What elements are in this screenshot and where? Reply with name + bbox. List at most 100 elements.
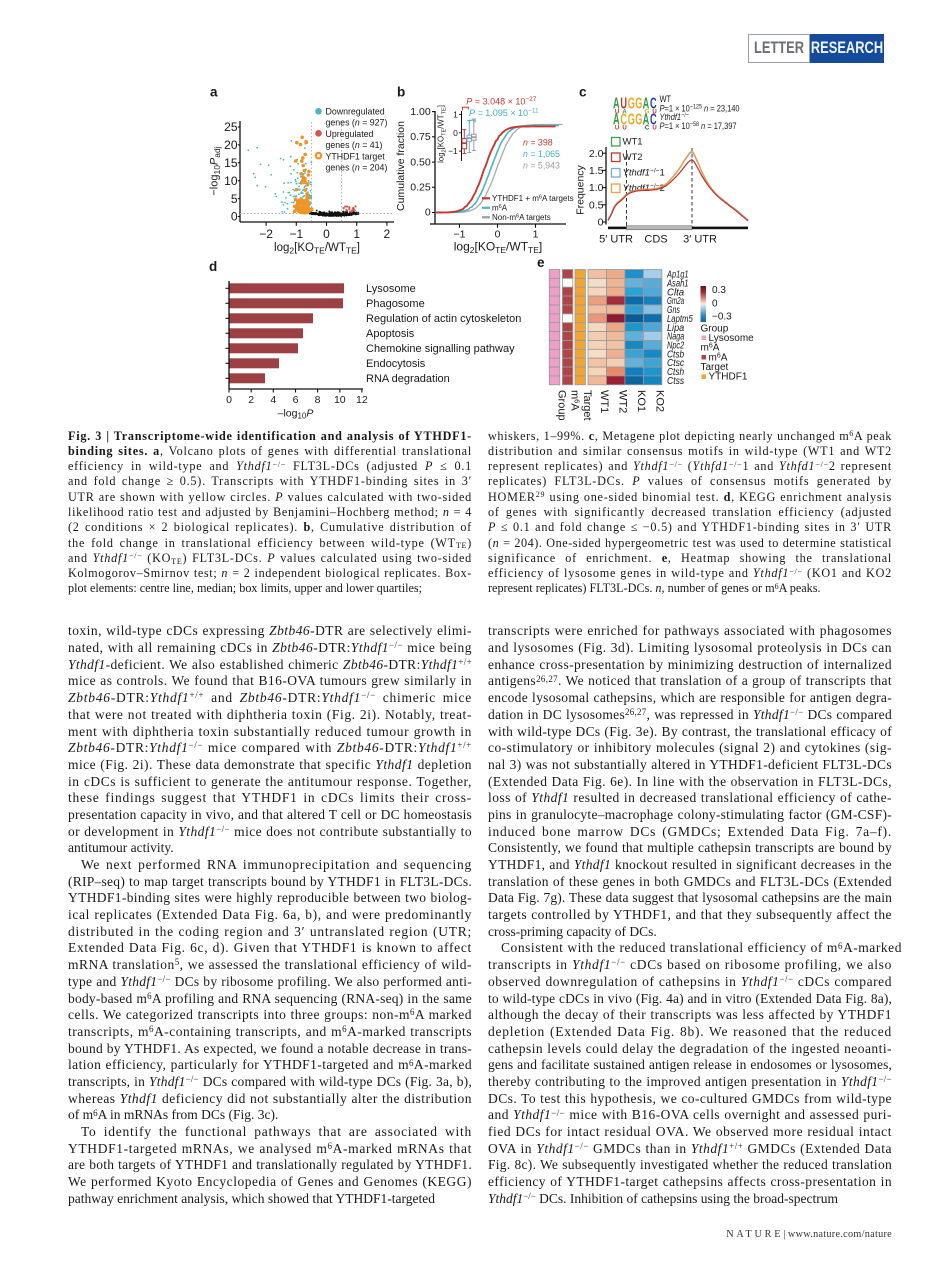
svg-text:CDS: CDS (644, 234, 667, 246)
svg-text:Npc2: Npc2 (667, 341, 685, 352)
svg-text:e: e (537, 255, 545, 270)
svg-text:1: 1 (353, 227, 360, 241)
svg-text:1: 1 (453, 110, 458, 120)
svg-text:1: 1 (533, 229, 539, 241)
svg-text:–log10P: –log10P (278, 408, 314, 421)
svg-text:Naga: Naga (667, 332, 685, 343)
svg-text:1.00: 1.00 (410, 106, 431, 118)
svg-text:U: U (622, 126, 626, 132)
svg-text:G: G (645, 110, 650, 116)
svg-text:C: C (645, 126, 650, 132)
svg-text:−1: −1 (448, 146, 458, 156)
svg-text:0: 0 (323, 227, 330, 241)
svg-text:0.5: 0.5 (589, 199, 604, 211)
svg-text:12: 12 (356, 394, 368, 406)
svg-text:Lysosome: Lysosome (709, 333, 755, 344)
svg-text:8: 8 (315, 394, 321, 406)
svg-text:0: 0 (712, 299, 718, 310)
svg-text:1.5: 1.5 (589, 165, 604, 177)
svg-text:P=1 × 10−58 n = 17,397: P=1 × 10−58 n = 17,397 (660, 121, 737, 131)
svg-text:6: 6 (293, 394, 299, 406)
svg-text:G: G (635, 110, 642, 128)
svg-text:0: 0 (226, 394, 232, 406)
svg-text:C: C (650, 94, 657, 112)
svg-text:Target: Target (701, 362, 729, 373)
svg-text:0.25: 0.25 (410, 182, 431, 194)
svg-text:genes (n = 927): genes (n = 927) (326, 118, 388, 128)
svg-text:P = 3.048 × 10−27: P = 3.048 × 10−27 (466, 96, 536, 107)
svg-text:c: c (579, 85, 587, 100)
svg-text:G: G (628, 94, 635, 112)
svg-text:Ythdf1−/−1: Ythdf1−/−1 (623, 168, 665, 179)
svg-text:U: U (615, 110, 619, 116)
svg-text:5′ UTR: 5′ UTR (599, 234, 633, 246)
svg-text:A: A (643, 94, 650, 112)
svg-text:Gm2a: Gm2a (667, 296, 684, 307)
svg-text:A: A (622, 110, 627, 116)
svg-text:Apoptosis: Apoptosis (366, 328, 415, 340)
svg-text:C: C (650, 110, 657, 128)
svg-text:Ythdf1−/−2: Ythdf1−/−2 (623, 183, 665, 194)
svg-text:Ap1g1: Ap1g1 (666, 270, 688, 281)
svg-text:0: 0 (495, 229, 501, 241)
svg-text:A: A (613, 110, 620, 128)
svg-text:Cumulative fraction: Cumulative fraction (395, 121, 407, 211)
svg-text:0.50: 0.50 (410, 156, 431, 168)
svg-text:−1: −1 (454, 229, 466, 241)
svg-text:WT2: WT2 (617, 390, 629, 413)
svg-text:10: 10 (224, 174, 238, 188)
svg-text:0.3: 0.3 (712, 285, 726, 296)
svg-text:Ctsh: Ctsh (667, 367, 685, 378)
svg-text:Downregulated: Downregulated (326, 107, 385, 117)
svg-text:Ythdf1−/−: Ythdf1−/− (660, 112, 690, 122)
svg-text:RNA degradation: RNA degradation (366, 373, 450, 385)
svg-text:KO1: KO1 (635, 390, 647, 412)
svg-text:10: 10 (334, 394, 346, 406)
svg-text:C: C (620, 110, 627, 128)
svg-text:Target: Target (581, 390, 593, 421)
svg-text:genes (n = 41): genes (n = 41) (326, 140, 383, 150)
svg-text:G: G (628, 110, 635, 128)
svg-text:WT1: WT1 (598, 390, 610, 413)
svg-text:20: 20 (224, 138, 238, 152)
svg-text:YTHDF1: YTHDF1 (709, 372, 748, 383)
svg-text:2: 2 (384, 227, 391, 241)
svg-text:WT: WT (660, 94, 672, 104)
svg-text:n = 1,065: n = 1,065 (523, 149, 560, 159)
svg-text:4: 4 (270, 394, 276, 406)
svg-text:Group: Group (701, 324, 729, 335)
svg-text:A: A (613, 94, 620, 112)
svg-text:15: 15 (224, 156, 238, 170)
svg-text:U: U (652, 110, 656, 116)
svg-text:G: G (635, 94, 642, 112)
svg-text:25: 25 (224, 120, 238, 134)
svg-text:Ctss: Ctss (667, 376, 684, 387)
svg-text:Lipa: Lipa (667, 323, 685, 334)
svg-text:0: 0 (425, 207, 431, 219)
svg-text:2.0: 2.0 (589, 148, 604, 160)
svg-text:d: d (209, 259, 217, 274)
svg-text:Group: Group (556, 390, 568, 421)
svg-text:Regulation of actin cytoskelet: Regulation of actin cytoskeleton (366, 313, 521, 325)
svg-text:Gns: Gns (667, 305, 680, 316)
svg-text:Chemokine signalling pathway: Chemokine signalling pathway (366, 343, 515, 355)
svg-text:m6A: m6A (709, 353, 728, 364)
svg-text:n = 5,943: n = 5,943 (523, 161, 560, 171)
svg-text:n = 398: n = 398 (523, 138, 553, 148)
svg-text:A: A (643, 110, 650, 128)
svg-text:Lysosome: Lysosome (366, 283, 416, 295)
svg-text:P = 1.095 × 10−11: P = 1.095 × 10−11 (469, 108, 539, 119)
svg-text:Clta: Clta (667, 287, 685, 298)
svg-text:m6A: m6A (701, 343, 720, 354)
svg-text:a: a (210, 85, 218, 100)
svg-text:Ctsc: Ctsc (667, 358, 684, 369)
svg-text:0: 0 (598, 217, 604, 229)
svg-text:Laptm5: Laptm5 (667, 314, 693, 325)
svg-text:Frequency: Frequency (575, 164, 587, 214)
svg-text:−1: −1 (289, 227, 303, 241)
svg-text:Upregulated: Upregulated (326, 129, 374, 139)
svg-text:log2[KOTE/WTTE]: log2[KOTE/WTTE] (454, 240, 543, 256)
svg-text:U: U (615, 126, 619, 132)
svg-text:U: U (620, 94, 627, 112)
svg-text:Endocytosis: Endocytosis (366, 358, 426, 370)
